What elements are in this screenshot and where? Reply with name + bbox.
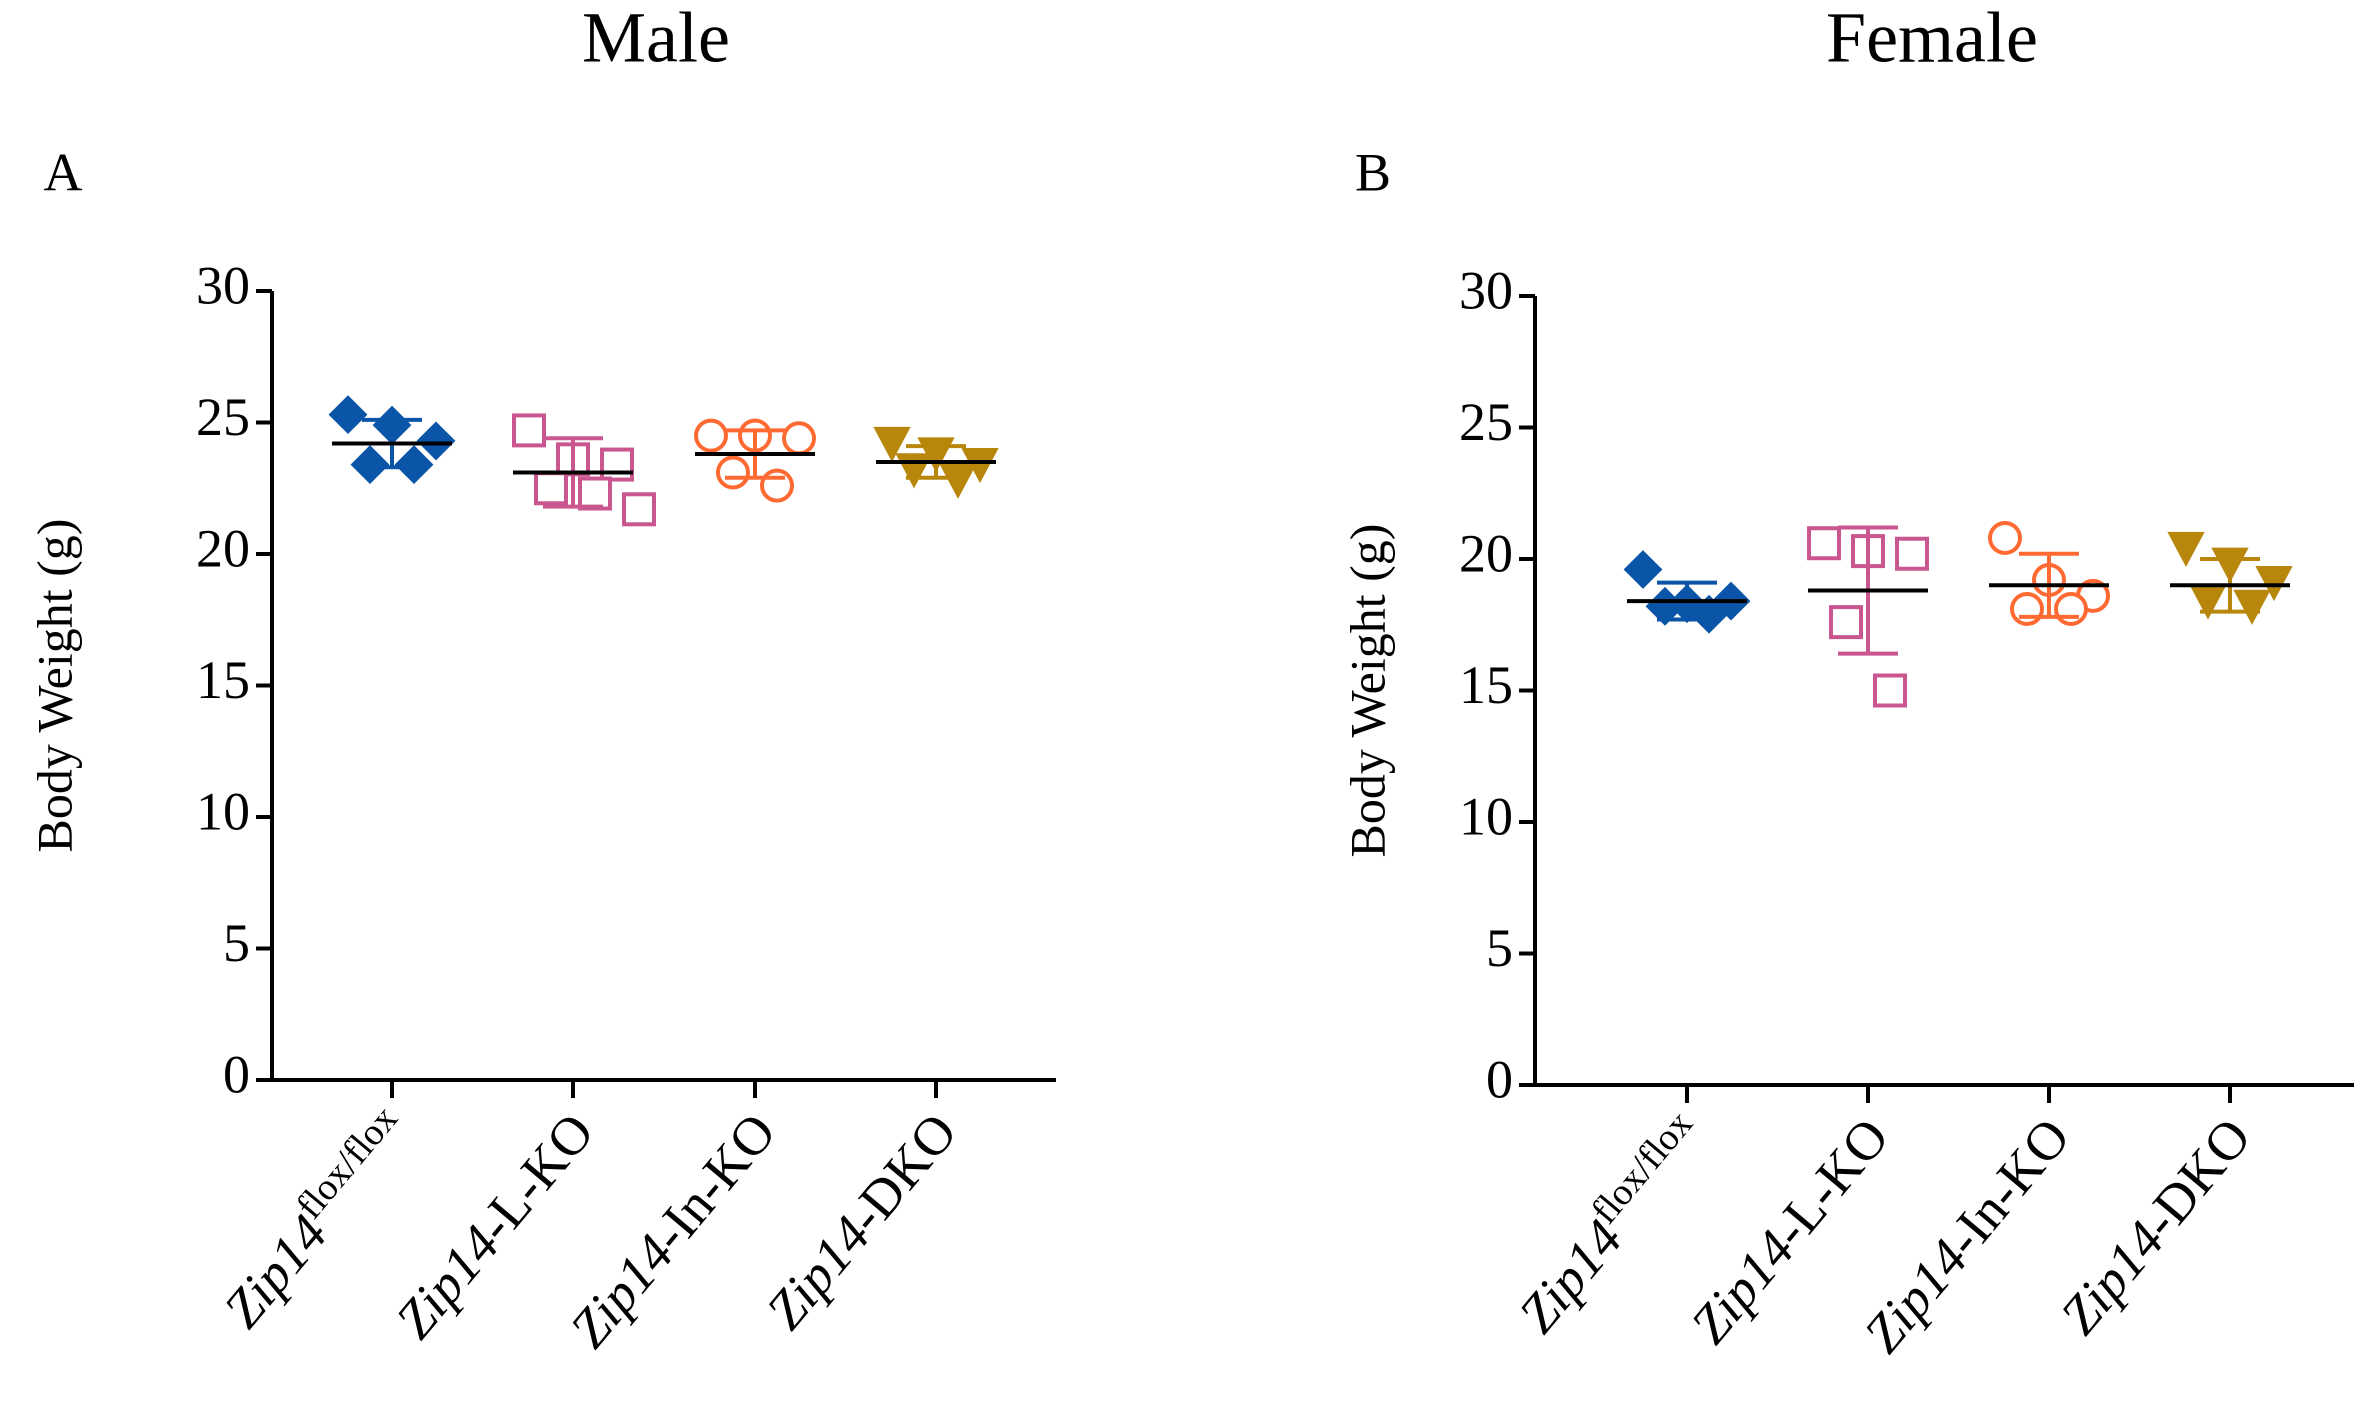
panel-label: B: [1355, 142, 1391, 202]
chart-title: Female: [1826, 0, 2038, 78]
point: [694, 418, 728, 453]
point: [782, 421, 816, 456]
y-tick-label: 15: [1459, 655, 1513, 715]
panel-label: A: [44, 142, 83, 202]
point: [1623, 550, 1663, 589]
label-suffix: -In-KO: [640, 1102, 788, 1262]
point: [939, 463, 977, 499]
x-tick-label: Zip14-DKO: [755, 1102, 969, 1341]
y-tick-label: 0: [223, 1044, 250, 1104]
point: [716, 455, 750, 490]
chart-title: Male: [582, 0, 730, 78]
y-tick-label: 15: [196, 650, 250, 710]
y-axis-label: Body Weight (g): [1339, 524, 1395, 858]
point: [350, 445, 390, 484]
label-suffix: -DKO: [2130, 1107, 2263, 1249]
point: [622, 492, 656, 527]
label-suffix: flox/flox: [1583, 1103, 1701, 1232]
point: [1873, 673, 1907, 708]
point: [416, 421, 456, 461]
y-axis-label: Body Weight (g): [26, 519, 82, 853]
y-tick-label: 20: [196, 518, 250, 578]
y-tick-label: 30: [196, 255, 250, 315]
point: [2233, 589, 2271, 625]
point: [1689, 594, 1729, 634]
point: [2010, 591, 2044, 626]
y-tick-label: 20: [1459, 523, 1513, 583]
label-suffix: -L-KO: [465, 1102, 605, 1253]
point: [2167, 531, 2205, 567]
y-tick-label: 25: [196, 387, 250, 447]
point: [1829, 605, 1863, 640]
point: [895, 453, 933, 489]
y-tick-label: 10: [196, 781, 250, 841]
point: [1807, 526, 1841, 561]
point: [328, 395, 368, 435]
y-tick-label: 30: [1459, 260, 1513, 320]
y-tick-label: 0: [1486, 1049, 1513, 1109]
point: [394, 445, 434, 484]
point: [512, 413, 546, 448]
point: [2054, 591, 2088, 626]
y-tick-label: 10: [1459, 786, 1513, 846]
label-suffix: flox/flox: [288, 1098, 406, 1227]
point: [1895, 536, 1929, 571]
label-suffix: -In-KO: [1934, 1107, 2082, 1267]
label-suffix: -DKO: [836, 1102, 969, 1244]
point: [1988, 520, 2022, 555]
point: [873, 426, 911, 463]
y-tick-label: 5: [223, 913, 250, 973]
point: [578, 476, 612, 511]
point: [2255, 566, 2293, 602]
point: [600, 447, 634, 482]
y-tick-label: 25: [1459, 392, 1513, 452]
point: [534, 471, 568, 506]
label-suffix: -L-KO: [1760, 1107, 1900, 1258]
y-tick-label: 5: [1486, 918, 1513, 978]
point: [760, 468, 794, 503]
x-tick-label: Zip14-DKO: [2049, 1107, 2263, 1346]
